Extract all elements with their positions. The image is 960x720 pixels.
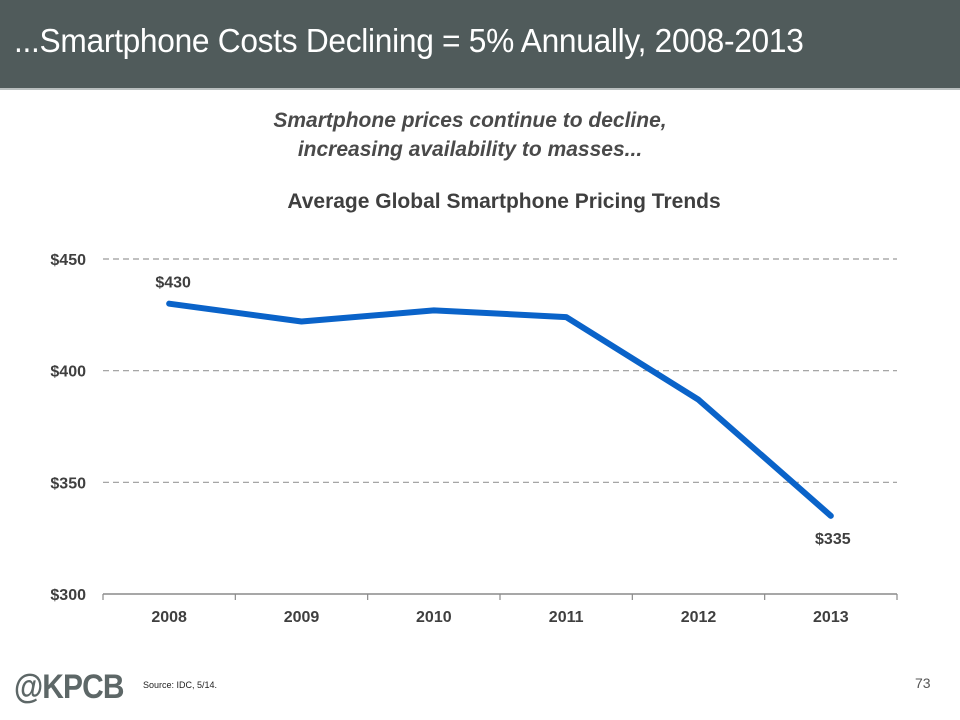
y-tick-label: $400 [50, 364, 86, 381]
series [166, 300, 834, 519]
subtitle-line-1: Smartphone prices continue to decline, [273, 109, 667, 132]
subtitle-line-2: increasing availability to masses... [297, 138, 643, 161]
source-note: Source: IDC, 5/14. [143, 680, 218, 690]
series-line [166, 300, 834, 519]
slide-subtitle: Smartphone prices continue to decline, i… [0, 106, 960, 164]
x-tick-label: 2013 [813, 609, 849, 626]
x-tick-label: 2011 [549, 609, 584, 626]
data-label: $335 [815, 531, 851, 548]
y-tick-label: $350 [50, 475, 86, 492]
slide-title: ...Smartphone Costs Declining = 5% Annua… [14, 22, 804, 59]
y-tick-label: $300 [50, 587, 86, 604]
chart-title: Average Global Smartphone Pricing Trends [287, 190, 721, 213]
kpcb-logo: @KPCB [14, 668, 124, 706]
y-tick-label: $450 [50, 252, 86, 269]
data-label: $430 [155, 275, 191, 292]
axes: $300 $350 $400 $450 2008 2009 2010 2011 2012 2013 [50, 252, 898, 626]
gridlines [103, 258, 897, 483]
x-tick-label: 2008 [151, 609, 187, 626]
x-tick-label: 2010 [416, 609, 452, 626]
data-labels: $430 $335 [155, 275, 850, 548]
slide-header: ...Smartphone Costs Declining = 5% Annua… [0, 0, 960, 90]
page-number: 73 [915, 675, 931, 691]
x-tick-label: 2012 [681, 609, 717, 626]
x-tick-label: 2009 [284, 609, 320, 626]
